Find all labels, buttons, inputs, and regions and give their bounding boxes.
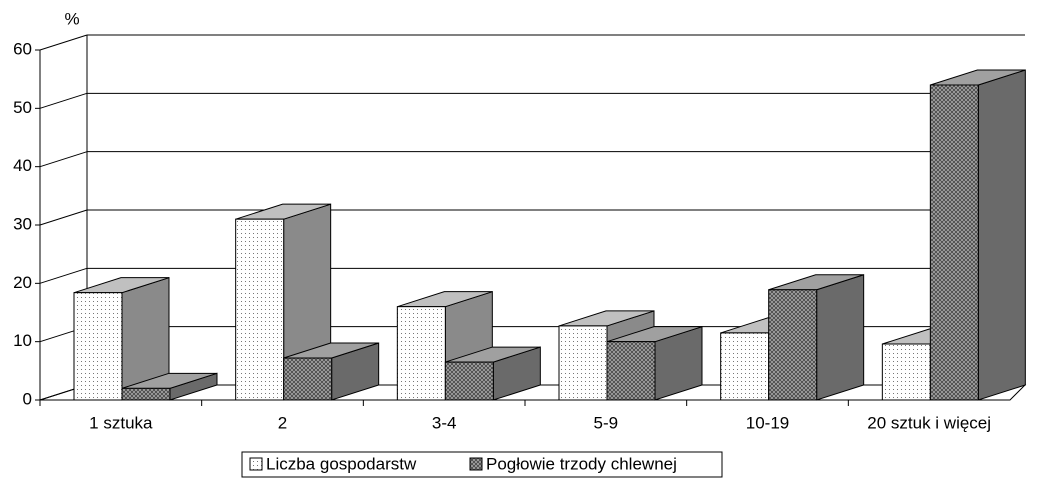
x-tick-label: 2 [278,413,287,432]
legend-swatch [249,457,263,471]
x-tick-label: 3-4 [432,413,457,432]
x-tick-label: 5-9 [594,413,619,432]
legend-label: Pogłowie trzody chlewnej [486,454,677,473]
bar-front [396,306,446,401]
bar-front [121,387,171,401]
grid-line [39,34,88,51]
y-tick-label: 60 [13,39,32,58]
bar-front [768,289,818,401]
bar [121,372,218,401]
bar-front [444,361,494,401]
x-tick-label: 20 sztuk i więcej [867,413,991,432]
y-axis-label: % [64,9,79,28]
bar-front [558,325,608,401]
bar [73,276,170,401]
y-tick-label: 10 [13,331,32,350]
bar [768,274,865,401]
y-tick-label: 30 [13,214,32,233]
x-tick-label: 10-19 [746,413,789,432]
y-tick-label: 50 [13,98,32,117]
y-tick-label: 20 [13,273,32,292]
legend-swatch [469,457,483,471]
y-tick-label: 40 [13,156,32,175]
grid-line [39,92,88,109]
grid-line [39,151,88,168]
bar-front [606,341,656,401]
bar-front [720,332,770,401]
grid-line [39,267,88,284]
y-tick-label: 0 [23,389,32,408]
bar-side [977,69,1026,401]
bar [606,325,703,401]
bar [283,342,380,401]
bar [444,346,541,401]
bar-front [881,343,931,401]
legend-label: Liczba gospodarstw [266,454,417,473]
bar-front [283,357,333,401]
bar-front [929,84,979,401]
bar [929,69,1026,401]
bar-front [235,218,285,401]
x-tick-label: 1 sztuka [89,413,153,432]
legend: Liczba gospodarstw Pogłowie trzody chlewn… [241,451,723,478]
grid-line [39,209,88,226]
bar-front [73,292,123,401]
bar-side [816,274,865,401]
